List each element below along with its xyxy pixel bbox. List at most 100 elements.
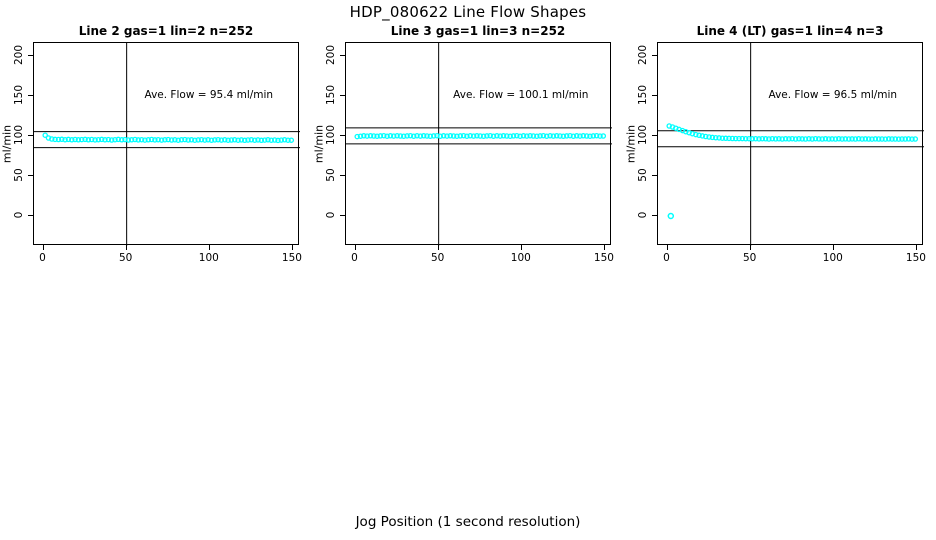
data-point [570,133,577,139]
x-tick-label: 150 [593,252,614,264]
data-point [490,133,497,139]
x-tick-mark [208,245,210,250]
data-point [809,136,815,142]
x-tick-label: 50 [430,252,445,264]
data-point [52,136,58,143]
data-point [354,133,360,140]
data-point [59,136,65,143]
data-point [816,136,822,142]
y-tick-mark [340,95,345,96]
data-point [231,137,238,143]
y-tick-mark [340,215,345,216]
data-point [374,133,380,139]
data-point [82,136,88,143]
data-point [836,136,842,142]
data-point [152,137,158,143]
x-axis-title: Jog Position (1 second resolution) [355,514,581,530]
data-point [285,137,291,143]
data-point [504,133,510,139]
data-point [410,133,417,139]
data-point [142,137,148,143]
y-tick-mark [340,175,345,176]
data-point [480,133,487,139]
data-point [72,136,78,143]
data-point [826,136,832,142]
y-tick-mark [28,55,33,56]
data-point [407,132,414,139]
data-point [241,137,248,144]
data-point [108,137,115,143]
data-point [128,137,135,143]
data-point [467,133,473,139]
data-point [799,136,805,142]
data-point [557,133,563,139]
plot-area [346,43,612,246]
data-point [215,136,221,143]
data-point [849,136,855,142]
data-point [112,136,118,143]
x-tick-mark [437,245,439,250]
data-point [782,136,789,142]
data-point [381,132,387,139]
data-point [590,133,597,139]
data-point [732,135,739,142]
data-point [769,135,776,142]
data-point [460,132,467,139]
data-point [885,136,892,142]
x-tick-label: 150 [281,252,302,264]
data-point [434,132,440,139]
x-tick-mark [666,245,668,250]
y-tick-mark [28,95,33,96]
x-tick-label: 50 [742,252,757,264]
data-point [693,131,699,138]
data-point [537,133,543,139]
data-point [802,136,809,142]
data-point [842,136,849,142]
y-tick-label: 50 [13,168,25,182]
x-tick-mark [520,245,522,250]
data-point [357,133,364,139]
y-tick-mark [340,55,345,56]
data-point [440,133,447,139]
data-point [593,132,600,139]
data-point [577,133,583,139]
data-point [500,133,507,139]
data-point [122,136,128,143]
y-tick-label: 100 [325,124,337,146]
data-point [792,136,799,142]
panel-title: Line 3 gas=1 lin=3 n=252 [390,24,566,38]
data-point [424,133,430,139]
data-point [202,137,208,143]
y-tick-label: 150 [325,84,337,106]
data-point [909,136,915,142]
data-point [494,133,500,139]
plot-panel [657,42,924,246]
data-point [550,133,557,139]
y-tick-mark [652,55,657,56]
data-point [766,136,772,142]
x-tick-mark [603,245,605,250]
data-point [829,136,835,142]
data-point [377,133,384,139]
data-point [789,135,795,142]
data-point [709,134,716,141]
data-point [245,137,251,143]
data-point [268,137,275,143]
y-tick-label: 50 [325,168,337,182]
data-point [696,132,702,139]
data-point [175,137,181,143]
data-point [819,136,825,142]
data-point [148,136,155,143]
data-point [507,133,513,139]
data-point [212,137,218,143]
data-point [583,133,590,139]
data-point [484,133,490,139]
y-tick-label: 150 [13,84,25,106]
data-point [812,135,819,142]
data-point [560,133,567,139]
data-point [371,133,377,139]
data-point [902,136,909,142]
data-point [889,136,895,142]
data-point [859,136,865,142]
